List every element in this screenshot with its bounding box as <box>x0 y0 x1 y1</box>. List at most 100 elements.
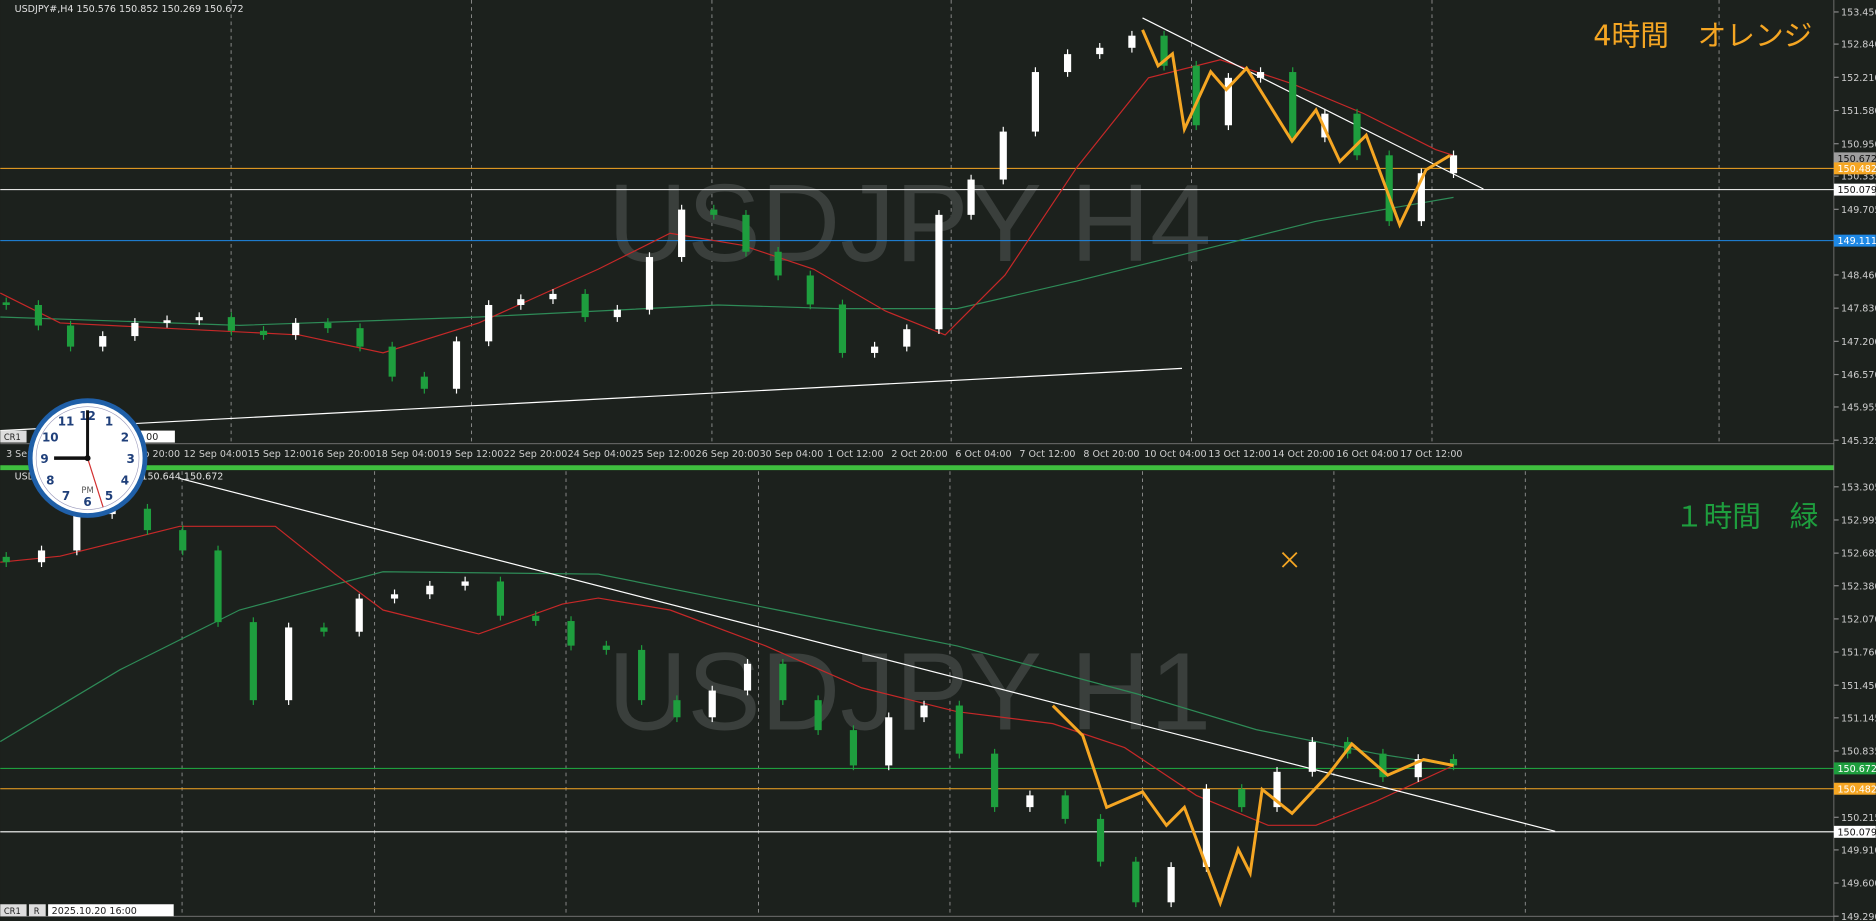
status-label: CR1 <box>4 906 21 916</box>
time-label: 18 Sep 04:00 <box>376 449 440 460</box>
time-label: 26 Sep 20:00 <box>696 449 760 460</box>
price-label: 149.600 <box>1841 879 1876 890</box>
candle <box>1321 113 1329 138</box>
clock-number: 11 <box>58 415 75 429</box>
candle <box>355 598 363 632</box>
candle <box>1026 795 1034 808</box>
price-label: 151.450 <box>1841 681 1876 692</box>
candle <box>388 346 396 377</box>
time-label: 13 Oct 12:00 <box>1208 449 1270 460</box>
price-label: 152.995 <box>1841 516 1876 527</box>
candle <box>1289 72 1297 138</box>
price-badge <box>1833 183 1876 196</box>
price-badge <box>1833 782 1876 795</box>
candle <box>517 299 525 305</box>
candle <box>214 550 222 623</box>
annotation: １時間 緑 <box>1675 499 1818 533</box>
time-label: 1 Oct 12:00 <box>827 449 883 460</box>
candle <box>292 322 300 336</box>
price-label: 148.460 <box>1841 271 1876 282</box>
candle <box>356 328 364 347</box>
clock-number: 2 <box>121 430 129 444</box>
candle <box>849 730 858 766</box>
clock-pm: PM <box>81 485 93 495</box>
clock-number: 7 <box>62 489 70 503</box>
candle <box>426 585 434 595</box>
status-label: CR1 <box>4 432 21 442</box>
candle <box>143 508 152 531</box>
candle <box>195 317 203 321</box>
time-label: 3 Sep 2 <box>6 449 42 460</box>
candle <box>806 275 814 305</box>
candle <box>1096 47 1104 55</box>
price-label: 152.840 <box>1841 40 1876 51</box>
price-label: 151.760 <box>1841 648 1876 659</box>
annotation: 4時間 オレンジ <box>1593 18 1812 52</box>
watermark: USDJPY H4 <box>608 162 1211 285</box>
candle <box>420 376 428 389</box>
price-label: 152.210 <box>1841 73 1876 84</box>
price-badge <box>1833 162 1876 175</box>
price-label: 150.835 <box>1841 747 1876 758</box>
cursor-icon <box>1281 551 1298 568</box>
price-label: 150.215 <box>1841 813 1876 824</box>
candle <box>1449 759 1458 766</box>
time-label: 6 Oct 04:00 <box>955 449 1011 460</box>
candle <box>496 581 505 616</box>
clock-number: 1 <box>105 415 113 429</box>
candle <box>779 663 787 701</box>
candle <box>967 179 975 215</box>
status-bar: CR1 00 CR1 R 2025.10.20 16:00 <box>0 430 175 917</box>
candle <box>66 325 75 347</box>
candle <box>163 320 171 323</box>
price-label: 151.580 <box>1841 106 1876 117</box>
zigzag <box>1051 29 1454 908</box>
candle <box>567 621 575 646</box>
clock: 123456789101112PM <box>27 398 148 518</box>
candle <box>645 257 654 310</box>
clock-number: 3 <box>126 452 134 466</box>
price-label: 145.325 <box>1841 436 1876 447</box>
candle <box>1063 54 1072 73</box>
time-label: 2 Oct 20:00 <box>891 449 947 460</box>
candle <box>1128 35 1136 48</box>
candle <box>131 322 139 337</box>
price-badge <box>1833 234 1876 247</box>
price-label: 153.305 <box>1841 482 1876 493</box>
candle <box>1449 155 1458 174</box>
candle <box>285 627 293 701</box>
candle <box>1385 155 1393 222</box>
candle <box>2 556 10 563</box>
candle <box>549 293 557 300</box>
candle <box>1224 77 1232 126</box>
candle <box>903 329 911 347</box>
candle <box>485 304 493 342</box>
clock-number: 6 <box>83 495 91 509</box>
candle <box>320 627 328 632</box>
price-label: 150.482 <box>1837 164 1876 175</box>
time-label: 7 Oct 12:00 <box>1019 449 1075 460</box>
price-label: 152.380 <box>1841 581 1876 592</box>
clock-number: 8 <box>46 473 54 487</box>
time-label: 30 Sep 04:00 <box>760 449 824 460</box>
candle <box>1379 753 1387 778</box>
price-label: 149.910 <box>1841 845 1876 856</box>
price-badge <box>1833 762 1876 775</box>
time-label: p 20:00 <box>143 449 180 460</box>
time-label: 24 Sep 04:00 <box>568 449 632 460</box>
price-label: 150.079 <box>1837 185 1876 196</box>
candle <box>885 717 893 766</box>
candle <box>390 594 399 599</box>
indicators <box>0 17 1556 832</box>
time-label: 19 Sep 12:00 <box>440 449 504 460</box>
price-label: 150.079 <box>1837 827 1876 838</box>
candle <box>742 214 750 252</box>
candle <box>1167 867 1175 903</box>
candle <box>581 293 589 318</box>
time-label: 22 Sep 20:00 <box>504 449 568 460</box>
time-label: 25 Sep 12:00 <box>632 449 696 460</box>
candle <box>602 645 610 650</box>
candle <box>708 690 716 718</box>
